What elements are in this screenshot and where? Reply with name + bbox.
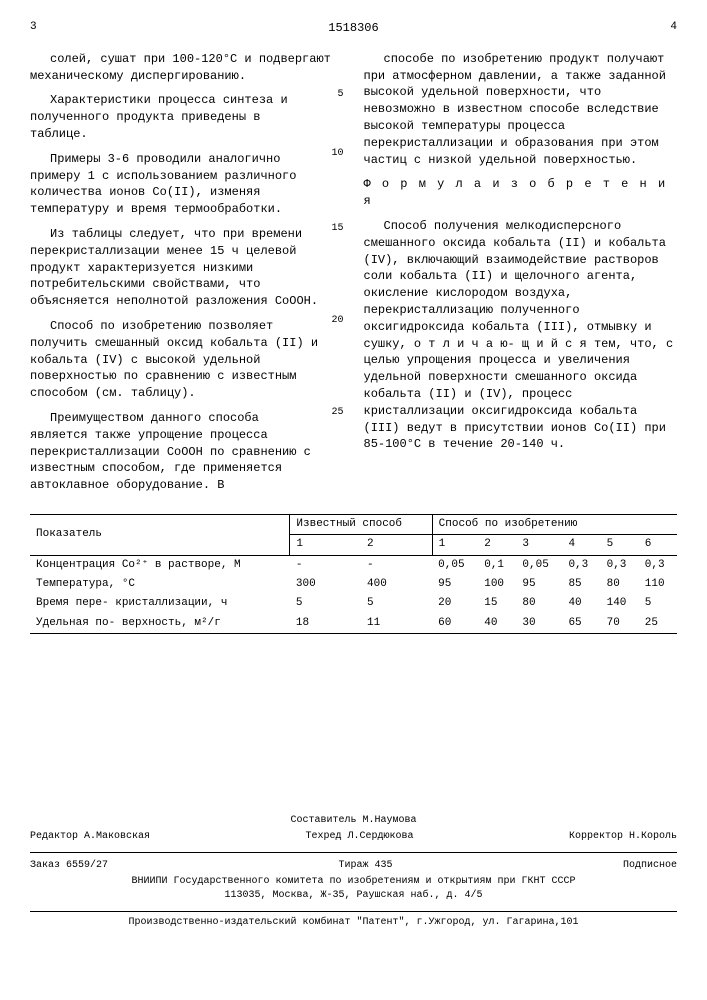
right-column: способе по изобретению продукт получают … [364, 47, 678, 498]
cell: 18 [290, 614, 361, 634]
cell: 70 [601, 614, 639, 634]
footer: Составитель М.Наумова Редактор А.Маковск… [30, 814, 677, 930]
col-invention: Способ по изобретению [432, 514, 677, 534]
para: солей, сушат при 100-120°С и подвергают … [30, 51, 344, 85]
cell: 40 [562, 594, 600, 613]
row-label: Концентрация Co²⁺ в растворе, М [30, 555, 290, 575]
cell: 0,3 [562, 555, 600, 575]
cell: 30 [516, 614, 562, 634]
table-row: Удельная по- верхность, м²/г 18116040306… [30, 614, 677, 634]
sub: 4 [562, 535, 600, 555]
cell: 0,05 [432, 555, 478, 575]
org: ВНИИПИ Государственного комитета по изоб… [30, 875, 677, 889]
cell: 11 [361, 614, 432, 634]
header-row: 3 1518306 4 [30, 20, 677, 37]
composer: Составитель М.Наумова [30, 814, 677, 828]
left-column: солей, сушат при 100-120°С и подвергают … [30, 47, 344, 498]
cell: 95 [516, 575, 562, 594]
cell: 80 [601, 575, 639, 594]
cell: 0,05 [516, 555, 562, 575]
editor: Редактор А.Маковская [30, 830, 150, 844]
row-label: Удельная по- верхность, м²/г [30, 614, 290, 634]
cell: - [290, 555, 361, 575]
cell: 140 [601, 594, 639, 613]
cell: 65 [562, 614, 600, 634]
page-left: 3 [30, 20, 37, 37]
cell: 300 [290, 575, 361, 594]
cell: 20 [432, 594, 478, 613]
cell: 85 [562, 575, 600, 594]
cell: 95 [432, 575, 478, 594]
cell: 100 [478, 575, 516, 594]
sub: 1 [432, 535, 478, 555]
cell: 0,1 [478, 555, 516, 575]
cell: 40 [478, 614, 516, 634]
sub: 1 [290, 535, 361, 555]
row-label: Время пере- кристаллизации, ч [30, 594, 290, 613]
cell: 5 [639, 594, 677, 613]
techred: Техред Л.Сердюкова [305, 830, 413, 844]
line-num: 25 [326, 406, 344, 420]
sub: 3 [516, 535, 562, 555]
line-num: 5 [326, 88, 344, 102]
corrector: Корректор Н.Король [569, 830, 677, 844]
line-num: 20 [326, 314, 344, 328]
table-row: Время пере- кристаллизации, ч 5520158040… [30, 594, 677, 613]
table-header: Показатель Известный способ Способ по из… [30, 514, 677, 534]
cell: 80 [516, 594, 562, 613]
cell: 400 [361, 575, 432, 594]
claim-title: Ф о р м у л а и з о б р е т е н и я [364, 176, 678, 210]
para: Преимуществом данного способа является т… [30, 410, 322, 494]
cell: - [361, 555, 432, 575]
cell: 0,3 [639, 555, 677, 575]
tirazh: Тираж 435 [338, 859, 392, 873]
para: Примеры 3-6 проводили аналогично примеру… [30, 151, 322, 218]
col-param: Показатель [30, 514, 290, 555]
cell: 60 [432, 614, 478, 634]
para: Из таблицы следует, что при времени пере… [30, 226, 322, 310]
line-num: 15 [326, 222, 344, 236]
cell: 110 [639, 575, 677, 594]
line-num: 10 [326, 147, 344, 161]
para: способе по изобретению продукт получают … [364, 51, 678, 169]
text-columns: солей, сушат при 100-120°С и подвергают … [30, 47, 677, 498]
col-known: Известный способ [290, 514, 432, 534]
sub: 5 [601, 535, 639, 555]
table-row: Концентрация Co²⁺ в растворе, М --0,050,… [30, 555, 677, 575]
cell: 5 [290, 594, 361, 613]
sub: 2 [478, 535, 516, 555]
doc-number: 1518306 [37, 20, 671, 37]
cell: 25 [639, 614, 677, 634]
row-label: Температура, °С [30, 575, 290, 594]
addr: 113035, Москва, Ж-35, Раушская наб., д. … [30, 889, 677, 903]
para: Способ по изобретению позволяет получить… [30, 318, 322, 402]
sub: 6 [639, 535, 677, 555]
claim-text: Способ получения мелкодисперсного смешан… [364, 218, 678, 453]
para: Характеристики процесса синтеза и получе… [30, 92, 322, 142]
cell: 15 [478, 594, 516, 613]
sub: 2 [361, 535, 432, 555]
publisher: Производственно-издательский комбинат "П… [30, 916, 677, 930]
cell: 5 [361, 594, 432, 613]
page-right: 4 [670, 20, 677, 37]
data-table: Показатель Известный способ Способ по из… [30, 514, 677, 634]
table-row: Температура, °С 30040095100958580110 [30, 575, 677, 594]
order: Заказ 6559/27 [30, 859, 108, 873]
sign: Подписное [623, 859, 677, 873]
cell: 0,3 [601, 555, 639, 575]
